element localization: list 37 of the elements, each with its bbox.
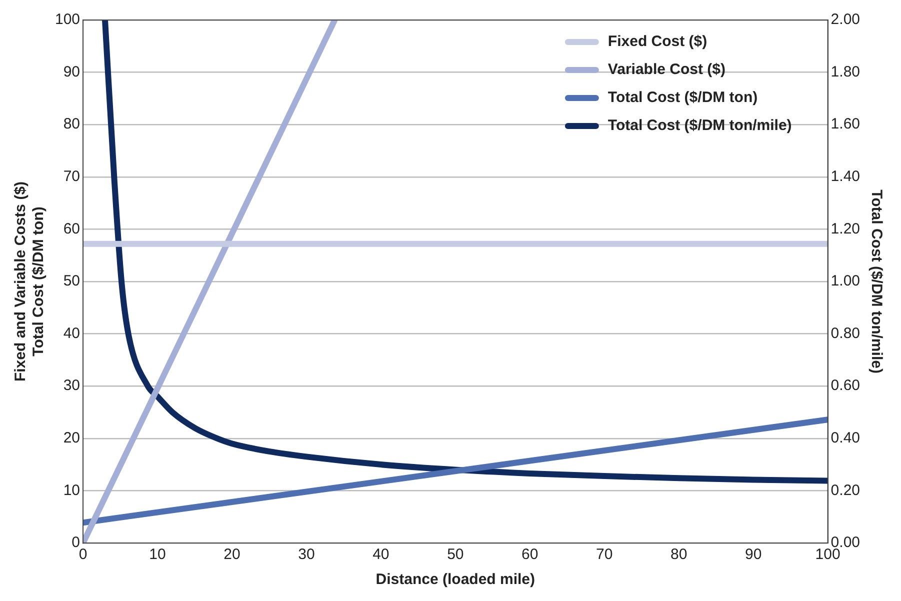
y2-tick-label: 1.80 <box>830 63 860 80</box>
legend-label: Total Cost ($/DM ton) <box>608 89 758 106</box>
y-tick-label: 50 <box>63 272 80 290</box>
y-tick-label: 0 <box>72 534 80 552</box>
y2-tick-label: 0.60 <box>830 377 860 394</box>
x-tick-label: 80 <box>670 546 688 564</box>
y-tick-label: 70 <box>63 168 80 186</box>
y2-tick-label: 1.40 <box>830 168 860 186</box>
y2-tick-label: 1.60 <box>830 116 860 133</box>
y-tick-label: 60 <box>63 220 80 238</box>
y2-tick-label: 0.20 <box>830 482 860 499</box>
x-axis-title: Distance (loaded mile) <box>376 571 536 588</box>
y-axis-title: Fixed and Variable Costs ($) Total Cost ($/DM ton) <box>12 181 48 382</box>
y-tick-label: 90 <box>63 63 80 80</box>
y2-tick-label: 0.40 <box>830 430 860 447</box>
x-tick-label: 10 <box>149 546 166 564</box>
x-tick-label: 30 <box>298 546 315 564</box>
x-tick-label: 60 <box>522 546 538 564</box>
legend-label: Total Cost ($/DM ton/mile) <box>608 117 792 134</box>
y-tick-label: 80 <box>63 116 80 133</box>
y2-tick-label: 0.80 <box>830 324 860 342</box>
legend-label: Variable Cost ($) <box>608 61 726 78</box>
x-tick-label: 90 <box>744 546 762 564</box>
legend-label: Fixed Cost ($) <box>608 33 708 50</box>
x-tick-label: 50 <box>447 546 464 564</box>
x-tick-label: 40 <box>372 546 390 564</box>
y2-tick-label: 1.20 <box>830 220 860 238</box>
y2-axis-title: Total Cost ($/DM ton/mile) <box>868 190 885 374</box>
y2-tick-label: 2.00 <box>830 11 860 28</box>
y-tick-label: 40 <box>63 324 80 342</box>
y2-tick-label: 1.00 <box>830 272 860 290</box>
x-tick-label: 70 <box>596 546 613 564</box>
y-tick-label: 20 <box>63 430 80 447</box>
y-tick-label: 100 <box>54 11 80 28</box>
x-tick-label: 20 <box>224 546 240 564</box>
y-tick-label: 10 <box>63 482 80 499</box>
y-tick-label: 30 <box>63 377 80 394</box>
